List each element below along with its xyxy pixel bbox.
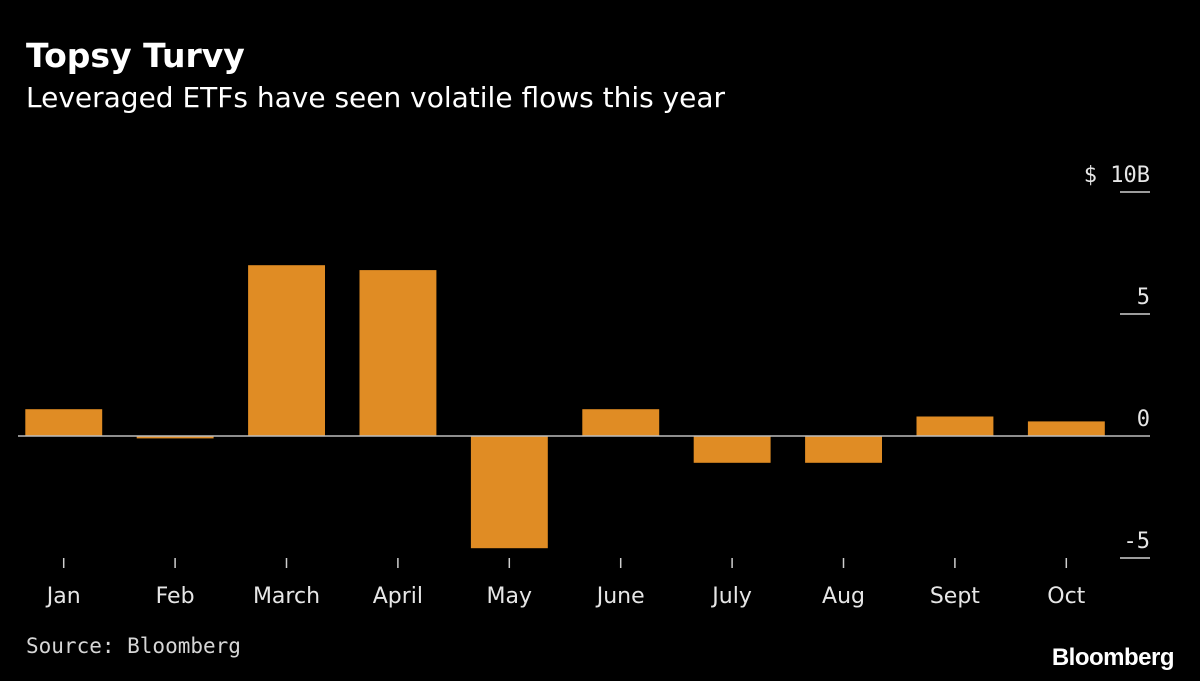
bar-sept [916, 416, 994, 436]
bar-may [470, 436, 548, 549]
x-tick-label-feb: Feb [156, 584, 195, 609]
bar-april [359, 270, 437, 436]
y-tick-label: -5 [1124, 529, 1151, 554]
bar-oct [1027, 421, 1105, 436]
x-tick-label-aug: Aug [822, 584, 865, 609]
x-tick-label-may: May [487, 584, 532, 609]
bars-group [25, 265, 1105, 549]
x-tick-label-march: March [253, 584, 320, 609]
bloomberg-logo: Bloomberg [1051, 644, 1175, 671]
y-tick-label: 0 [1137, 407, 1150, 432]
x-tick-label-july: July [710, 584, 752, 609]
x-tick-label-jan: Jan [45, 584, 81, 609]
bar-july [693, 436, 771, 463]
x-axis: Jan Feb March April May June July Aug Sept Oct [45, 558, 1086, 609]
bar-feb [136, 436, 214, 439]
x-tick-label-june: June [595, 584, 645, 609]
chart-title: Topsy Turvy [26, 36, 245, 75]
bar-march [248, 265, 325, 436]
y-tick-label: 5 [1137, 285, 1150, 310]
chart-subtitle: Leveraged ETFs have seen volatile flows … [26, 81, 726, 114]
x-tick-label-oct: Oct [1047, 584, 1085, 609]
x-tick-label-sept: Sept [930, 584, 980, 609]
y-axis: -5 0 5 $ 10B [1084, 163, 1151, 559]
source-note: Source: Bloomberg [26, 634, 241, 658]
bar-jan [25, 409, 103, 436]
x-tick-label-april: April [373, 584, 423, 609]
bar-aug [805, 436, 882, 463]
bar-june [582, 409, 660, 436]
y-tick-label: $ 10B [1084, 163, 1150, 188]
